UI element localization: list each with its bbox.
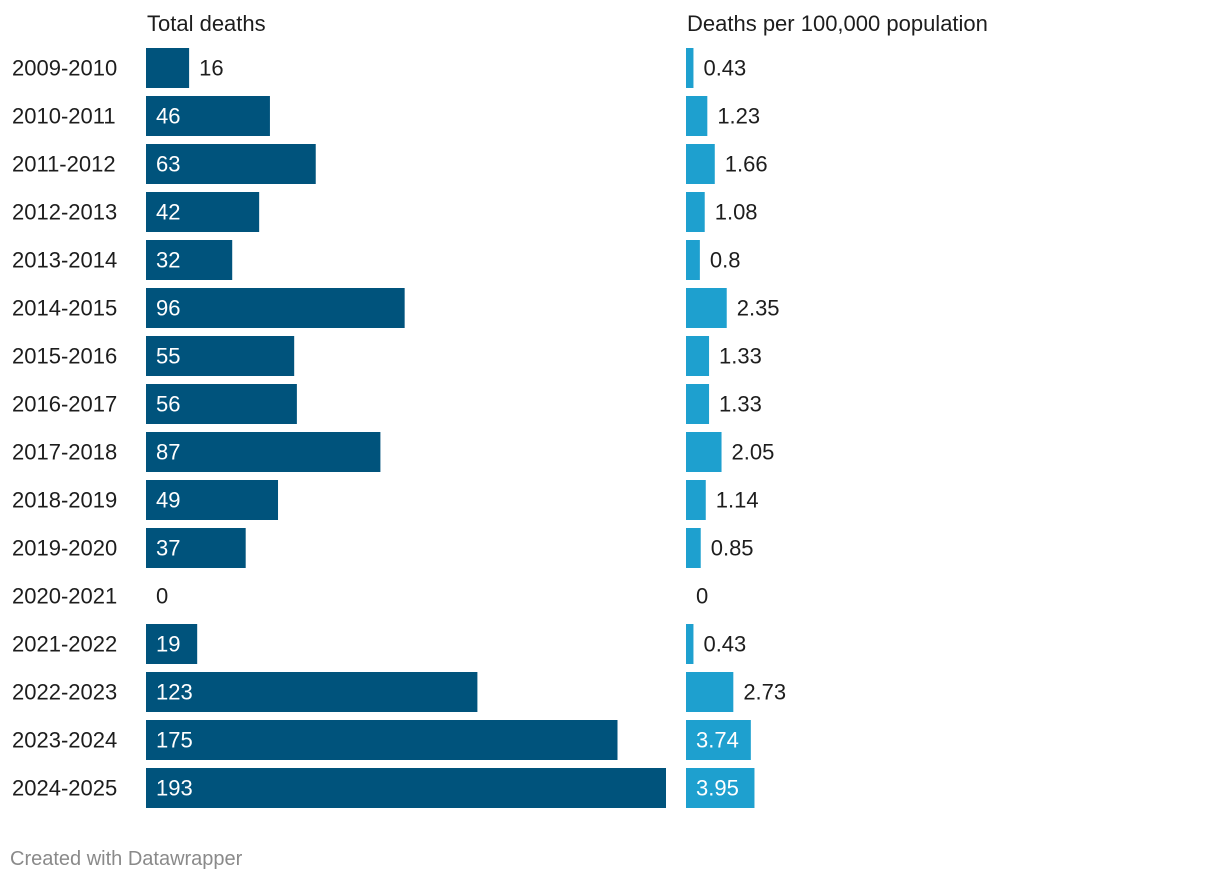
rate-value: 0.8 xyxy=(710,248,741,273)
total-deaths-value: 175 xyxy=(156,728,193,753)
rate-bar xyxy=(686,384,710,424)
total-deaths-bar xyxy=(146,528,246,568)
rate-value: 2.05 xyxy=(732,440,775,465)
total-deaths-value: 49 xyxy=(156,488,180,513)
rate-bar xyxy=(686,336,710,376)
total-deaths-bar xyxy=(146,768,666,808)
rate-bar xyxy=(686,480,706,520)
total-deaths-value: 37 xyxy=(156,536,180,561)
total-deaths-value: 46 xyxy=(156,104,180,129)
total-deaths-bar xyxy=(146,480,279,520)
rate-value: 3.74 xyxy=(696,728,739,753)
category-label: 2021-2022 xyxy=(12,632,117,657)
total-deaths-bar xyxy=(146,240,233,280)
category-label: 2012-2013 xyxy=(12,200,117,225)
total-deaths-value: 42 xyxy=(156,200,180,225)
total-deaths-value: 87 xyxy=(156,440,180,465)
total-deaths-bar xyxy=(146,672,478,712)
total-deaths-bar xyxy=(146,144,316,184)
footer-credit: Created with Datawrapper xyxy=(10,848,243,870)
category-label: 2024-2025 xyxy=(12,776,117,801)
rate-value: 0.43 xyxy=(703,56,746,81)
total-deaths-bar xyxy=(146,720,618,760)
total-deaths-value: 96 xyxy=(156,296,180,321)
rate-value: 1.14 xyxy=(716,488,759,513)
category-label: 2016-2017 xyxy=(12,392,117,417)
total-deaths-bar xyxy=(146,192,260,232)
category-label: 2020-2021 xyxy=(12,584,117,609)
rate-bar xyxy=(686,192,705,232)
rate-bar xyxy=(686,432,722,472)
rate-value: 0.85 xyxy=(711,536,754,561)
total-deaths-value: 19 xyxy=(156,632,180,657)
column-title-deaths-per-100k: Deaths per 100,000 population xyxy=(687,11,988,36)
rate-value: 2.35 xyxy=(737,296,780,321)
total-deaths-value: 123 xyxy=(156,680,193,705)
category-label: 2014-2015 xyxy=(12,296,117,321)
rate-bar xyxy=(686,528,701,568)
total-deaths-value: 63 xyxy=(156,152,180,177)
total-deaths-bar xyxy=(146,96,270,136)
rate-value: 1.08 xyxy=(715,200,758,225)
rate-bar xyxy=(686,768,755,808)
total-deaths-bar xyxy=(146,336,295,376)
category-label: 2017-2018 xyxy=(12,440,117,465)
rate-value: 2.73 xyxy=(743,680,786,705)
rate-bar xyxy=(686,672,734,712)
total-deaths-bar xyxy=(146,432,381,472)
total-deaths-bar xyxy=(146,288,405,328)
category-label: 2013-2014 xyxy=(12,248,117,273)
category-label: 2010-2011 xyxy=(12,104,116,129)
rate-value: 3.95 xyxy=(696,776,739,801)
total-deaths-value: 55 xyxy=(156,344,180,369)
category-label: 2023-2024 xyxy=(12,728,117,753)
total-deaths-value: 0 xyxy=(156,584,168,609)
total-deaths-value: 16 xyxy=(199,56,223,81)
rate-value: 0.43 xyxy=(703,632,746,657)
rate-value: 1.23 xyxy=(717,104,760,129)
rate-bar xyxy=(686,96,708,136)
rate-bar xyxy=(686,720,751,760)
rate-bar xyxy=(686,144,715,184)
rate-bar xyxy=(686,48,694,88)
rate-bar xyxy=(686,240,700,280)
rate-bar xyxy=(686,624,694,664)
total-deaths-bar xyxy=(146,624,198,664)
rate-value: 1.66 xyxy=(725,152,768,177)
total-deaths-bar xyxy=(146,48,190,88)
rate-bar xyxy=(686,288,727,328)
category-label: 2018-2019 xyxy=(12,488,117,513)
category-label: 2019-2020 xyxy=(12,536,117,561)
rate-value: 0 xyxy=(696,584,708,609)
category-label: 2022-2023 xyxy=(12,680,117,705)
category-label: 2015-2016 xyxy=(12,344,117,369)
total-deaths-value: 32 xyxy=(156,248,180,273)
total-deaths-bar xyxy=(146,384,297,424)
total-deaths-value: 193 xyxy=(156,776,193,801)
rate-value: 1.33 xyxy=(719,344,762,369)
column-title-total-deaths: Total deaths xyxy=(147,11,266,36)
category-label: 2011-2012 xyxy=(12,152,116,177)
rate-value: 1.33 xyxy=(719,392,762,417)
category-label: 2009-2010 xyxy=(12,56,117,81)
total-deaths-value: 56 xyxy=(156,392,180,417)
